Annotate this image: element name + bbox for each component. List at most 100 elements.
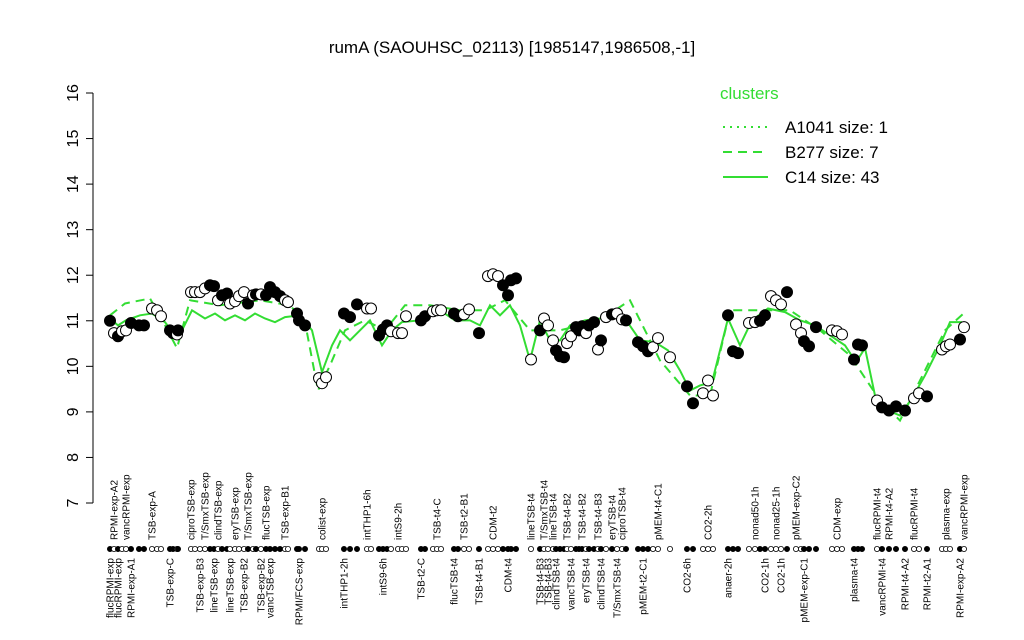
sample-dot <box>735 546 742 553</box>
x-tick-label: TSB-exp-B2 <box>240 558 251 613</box>
x-tick-label: TSB-exp-B3 <box>196 558 207 613</box>
data-point <box>463 303 475 316</box>
x-tick-label: clindTSB-t4 <box>552 558 563 610</box>
sample-dot <box>609 546 616 553</box>
sample-dot <box>340 546 347 553</box>
legend-label: B277 size: 7 <box>785 143 879 162</box>
sample-dot <box>367 546 374 553</box>
sample-dot <box>700 546 707 553</box>
x-tick-label: clindTSB-exp <box>214 480 225 540</box>
data-point <box>344 311 356 324</box>
sample-dot <box>421 546 428 553</box>
sample-dot <box>322 546 329 553</box>
data-point <box>525 353 537 366</box>
x-tick-label: eryTSB-exp <box>231 487 242 540</box>
sample-dot <box>667 546 674 553</box>
sample-dot <box>961 546 968 553</box>
x-tick-label: CO2-1h <box>761 558 772 593</box>
x-tick-label: TSB-exp-B1 <box>281 485 292 540</box>
x-tick-label: TSB-t2-B1 <box>460 493 471 540</box>
sample-dot <box>834 546 841 553</box>
sample-dot <box>545 546 552 553</box>
sample-dot <box>494 546 501 553</box>
data-point <box>473 327 485 340</box>
data-point <box>492 270 504 283</box>
sample-dot <box>859 546 866 553</box>
y-tick-label: 7 <box>65 498 82 507</box>
sample-dot <box>252 546 259 553</box>
sample-dot <box>244 546 251 553</box>
sample-dot <box>773 546 780 553</box>
x-tick-label: TSB-t4-B1 <box>475 558 486 605</box>
sample-dot <box>353 546 360 553</box>
data-point <box>836 328 848 341</box>
sample-dot <box>460 546 467 553</box>
sample-dot <box>778 546 785 553</box>
x-tick-label: RPMI-exp-A2 <box>110 480 121 540</box>
x-tick-label: eryTSB-t4 <box>582 558 593 603</box>
sample-dot <box>640 546 647 553</box>
y-tick-label: 12 <box>65 266 82 284</box>
x-tick-label: vancTSB-t4 <box>567 558 578 611</box>
sample-dot <box>725 546 732 553</box>
x-tick-label: lineTSB-exp <box>210 558 221 613</box>
x-tick-label: intTHP1-6h <box>363 489 374 540</box>
data-point <box>958 321 970 334</box>
sample-dot <box>829 546 836 553</box>
sample-dot <box>387 546 394 553</box>
x-tick-label: colist-exp <box>318 497 329 540</box>
x-tick-label: T/SmxTSB-exp <box>244 472 255 540</box>
sample-dot <box>879 546 886 553</box>
x-tick-label: TSB-t2-C <box>417 558 428 600</box>
x-tick-label: pMEM-t2-C1 <box>639 558 650 615</box>
x-tick-label: TSB-t4-C <box>433 498 444 540</box>
x-tick-label: TSB-t4-B2 <box>563 493 574 540</box>
sample-dot <box>191 546 198 553</box>
x-tick-label: intTHP1-2h <box>340 558 351 609</box>
data-point <box>299 319 311 332</box>
data-point <box>775 298 787 311</box>
x-tick-label: ciproTSB-t4 <box>618 487 629 540</box>
sample-dot <box>784 546 791 553</box>
x-tick-label: flucRPMI-exp <box>114 558 125 618</box>
sample-dot <box>174 546 181 553</box>
data-point <box>954 333 966 346</box>
sample-dot <box>874 546 881 553</box>
sample-dot <box>266 546 273 553</box>
sample-dot <box>196 546 203 553</box>
y-tick-label: 14 <box>65 175 82 193</box>
sample-dot <box>135 546 142 553</box>
x-tick-label: nonad25-1h <box>772 487 783 540</box>
sample-dot <box>346 546 353 553</box>
x-tick-label: RPMI-t4-A2 <box>901 558 912 611</box>
sample-dot <box>465 546 472 553</box>
x-tick-label: pMEM-t4-C1 <box>654 483 665 540</box>
x-tick-label: TSB-t4-B2 <box>578 493 589 540</box>
data-point <box>396 327 408 340</box>
sample-dot <box>801 546 808 553</box>
sample-dot <box>454 546 461 553</box>
sample-dot <box>710 546 717 553</box>
data-point <box>588 316 600 329</box>
y-tick-label: 13 <box>65 221 82 239</box>
x-tick-label: TSB-exp-C <box>166 558 177 607</box>
sample-dot <box>295 546 302 553</box>
data-point <box>803 340 815 353</box>
x-tick-label: CDM-t4 <box>504 558 515 593</box>
sample-dot <box>235 546 242 553</box>
x-tick-label: lineTSB-exp <box>226 558 237 613</box>
sample-dot <box>507 546 514 553</box>
x-tick-label: anaer-2h <box>724 558 735 598</box>
x-tick-label: T/SmxTSB-t4 <box>540 480 551 540</box>
sample-dot <box>762 546 769 553</box>
x-tick-label: nonad50-1h <box>751 487 762 540</box>
y-tick-label: 11 <box>65 312 82 329</box>
data-point <box>138 319 150 332</box>
x-tick-label: CDM-t2 <box>489 505 500 540</box>
data-point <box>595 334 607 347</box>
data-point <box>722 309 734 322</box>
sample-dot <box>911 546 918 553</box>
x-tick-label: CO2-1h <box>777 558 788 593</box>
data-point <box>435 304 447 317</box>
